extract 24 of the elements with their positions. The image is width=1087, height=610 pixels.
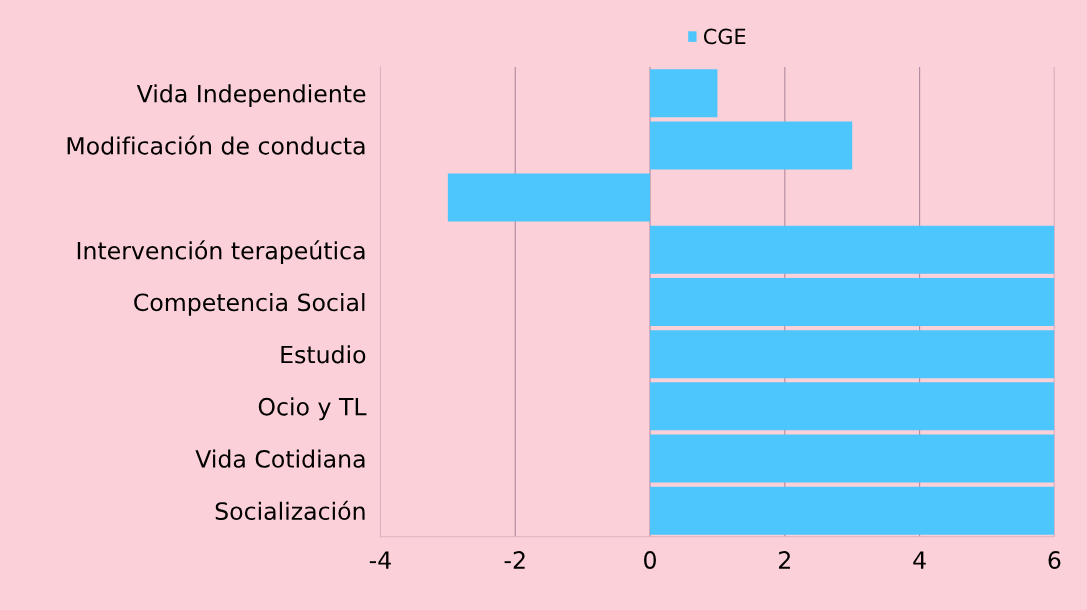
bar bbox=[650, 277, 1055, 326]
bar bbox=[650, 382, 1055, 431]
y-tick-label: Vida Cotidiana bbox=[195, 449, 365, 468]
y-tick-label: Vida Independiente bbox=[136, 84, 366, 108]
x-tick-label: -4 bbox=[369, 551, 391, 569]
x-tick-label: 2 bbox=[779, 551, 790, 569]
y-tick-label: Ocio y TL bbox=[258, 397, 367, 421]
x-tick-label: -2 bbox=[504, 551, 525, 569]
y-tick-label: Competencia Social bbox=[134, 292, 365, 316]
bar bbox=[650, 69, 718, 118]
y-tick-label: Modificación de conducta bbox=[67, 135, 365, 155]
bar bbox=[650, 486, 1055, 535]
bar bbox=[650, 225, 1055, 274]
x-tick-label: 4 bbox=[913, 551, 926, 569]
y-tick-label: Socialización bbox=[215, 500, 365, 521]
bar bbox=[650, 330, 1055, 379]
y-tick-label: Estudio bbox=[281, 345, 366, 364]
y-tick-label: Intervención terapeútica bbox=[77, 240, 365, 265]
bar bbox=[650, 434, 1055, 483]
legend-label: CGE bbox=[703, 28, 746, 45]
x-tick-label: 0 bbox=[644, 551, 656, 569]
bar bbox=[447, 173, 651, 222]
bar bbox=[650, 121, 853, 170]
x-tick-label: 6 bbox=[1048, 551, 1061, 569]
